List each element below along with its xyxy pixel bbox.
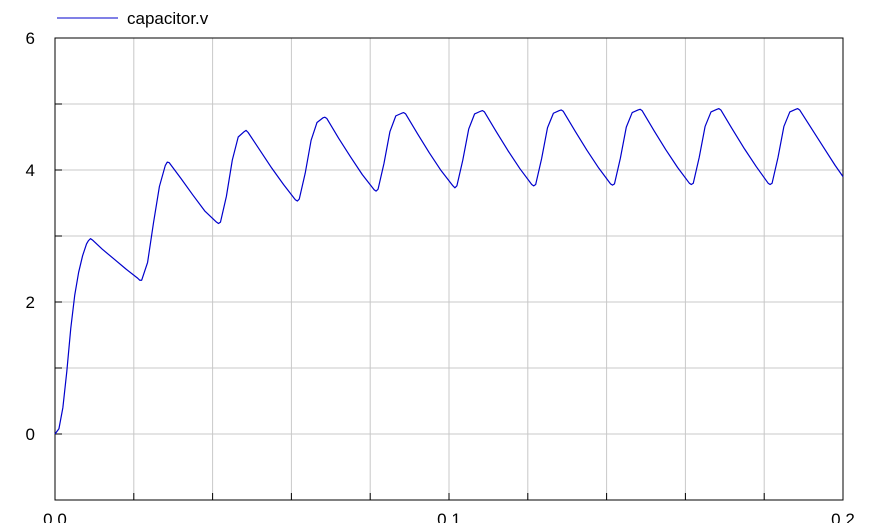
x-tick-label: 0.2 (831, 510, 855, 523)
series-layer (54, 108, 844, 435)
y-tick-label: 4 (26, 161, 35, 180)
legend: capacitor.v (57, 9, 209, 28)
y-tick-label: 6 (26, 29, 35, 48)
series-line-capacitor-v (54, 108, 844, 435)
x-tick-label: 0.1 (437, 510, 461, 523)
grid-lines (55, 38, 843, 500)
y-tick-label: 2 (26, 293, 35, 312)
axis-ticks: 0.0 0.1 0.2 0 2 4 6 (26, 29, 855, 523)
y-tick-label: 0 (26, 425, 35, 444)
legend-label: capacitor.v (127, 9, 209, 28)
x-tick-label: 0.0 (43, 510, 67, 523)
